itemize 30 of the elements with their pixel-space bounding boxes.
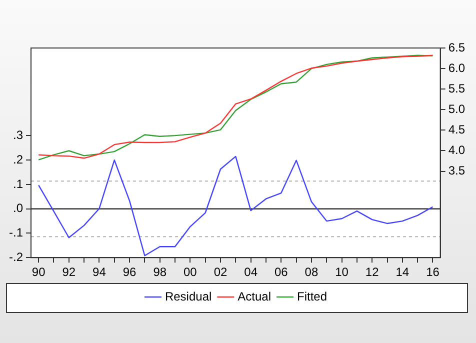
y2-tick-label: 5.5: [448, 81, 466, 96]
x-tick-label: 92: [62, 265, 76, 280]
y2-tick-label: 3.5: [448, 164, 466, 178]
legend-label: Residual: [164, 289, 212, 304]
y-tick-label: .3: [12, 128, 24, 142]
y2-tick-label: 4.0: [448, 143, 466, 158]
y-tick-label: .1: [12, 176, 24, 191]
x-tick-label: 94: [92, 265, 106, 280]
x-tick-label: 06: [274, 265, 288, 280]
x-tick-label: 14: [396, 265, 410, 280]
y2-tick-label: 4.5: [448, 122, 466, 137]
x-tick-label: 98: [153, 265, 167, 280]
x-tick-label: 96: [122, 265, 137, 280]
y2-tick-label: 6.0: [448, 60, 466, 75]
x-tick-label: 12: [365, 265, 380, 280]
x-tick-label: 90: [32, 265, 46, 280]
x-tick-label: 16: [426, 265, 440, 280]
y-tick-label: .0: [12, 201, 24, 216]
legend-label: Actual: [238, 289, 272, 304]
y2-tick-label: 5.0: [448, 102, 466, 116]
legend-label: Fitted: [297, 289, 328, 304]
y-tick-label: .2: [12, 152, 24, 166]
y-tick-label: -.1: [8, 226, 24, 240]
x-tick-label: 02: [214, 265, 228, 280]
x-tick-label: 10: [335, 265, 349, 280]
x-tick-label: 08: [304, 265, 318, 280]
y-tick-label: -.2: [8, 250, 24, 264]
y2-tick-label: 6.5: [448, 40, 466, 54]
x-tick-label: 04: [244, 265, 258, 280]
x-tick-label: 00: [184, 265, 198, 280]
